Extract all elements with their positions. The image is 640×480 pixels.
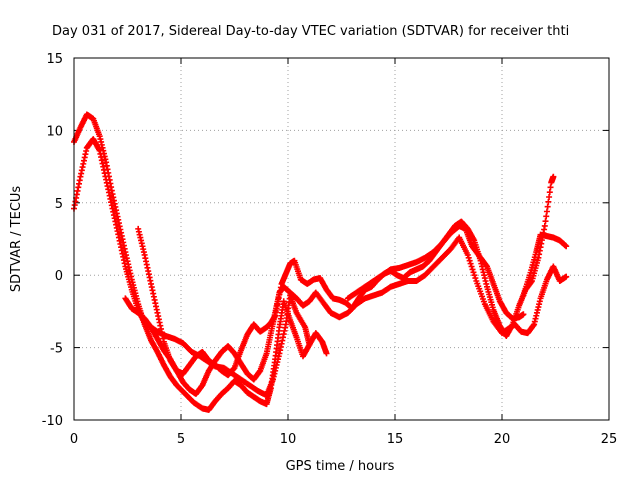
x-tick-label: 0: [70, 432, 78, 447]
y-tick-label: 5: [55, 197, 63, 212]
x-tick-label: 20: [494, 432, 511, 447]
y-axis-label: SDTVAR / TECUs: [9, 186, 24, 293]
data-point: [465, 254, 472, 261]
grid-layer: [74, 58, 609, 420]
y-tick-label: 0: [55, 269, 63, 284]
data-point: [466, 257, 473, 264]
x-tick-label: 5: [177, 432, 185, 447]
data-point: [323, 350, 330, 357]
data-point: [471, 272, 478, 279]
axis-ticks: 0 5 10 15 20 25 -10 -5 0 5 10 15: [42, 52, 618, 447]
data-point: [469, 266, 476, 273]
data-point: [563, 273, 570, 280]
y-tick-label: 10: [46, 124, 63, 139]
y-tick-label: 15: [46, 52, 63, 67]
x-tick-label: 10: [280, 432, 297, 447]
data-point: [470, 269, 477, 276]
data-point: [306, 341, 313, 348]
data-layer: [71, 111, 570, 413]
y-tick-label: -10: [42, 414, 63, 429]
series-track-4: [122, 173, 557, 379]
data-point: [520, 311, 527, 318]
series-track-5: [520, 231, 570, 299]
data-point: [464, 251, 471, 258]
data-point: [563, 243, 570, 250]
x-tick-label: 15: [387, 432, 404, 447]
data-point: [467, 260, 474, 267]
plot-frame: [73, 57, 610, 421]
x-axis-label: GPS time / hours: [286, 459, 395, 474]
data-point: [550, 173, 557, 180]
chart-title: Day 031 of 2017, Sidereal Day-to-day VTE…: [52, 24, 569, 39]
y-tick-label: -5: [50, 342, 63, 357]
series-track-6: [344, 222, 527, 322]
data-point: [472, 275, 479, 282]
data-point: [468, 263, 475, 270]
x-tick-label: 25: [601, 432, 618, 447]
